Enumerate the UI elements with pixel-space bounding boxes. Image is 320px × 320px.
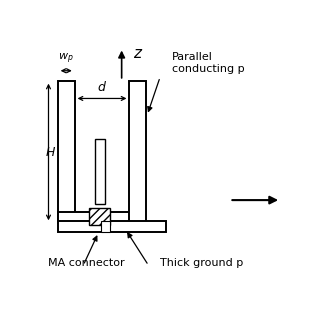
- Bar: [89, 208, 110, 225]
- Text: $H$: $H$: [45, 146, 56, 159]
- Text: Thick ground p: Thick ground p: [160, 258, 244, 268]
- Text: $d$: $d$: [97, 80, 108, 94]
- Text: z: z: [133, 46, 141, 61]
- Bar: [95, 139, 106, 204]
- Bar: [129, 81, 146, 223]
- Text: Parallel
conducting p: Parallel conducting p: [172, 52, 244, 74]
- Bar: [101, 221, 110, 232]
- Bar: [58, 81, 75, 223]
- Text: MA connector: MA connector: [49, 258, 125, 268]
- Text: $w_p$: $w_p$: [58, 52, 74, 66]
- Bar: [58, 221, 165, 232]
- Bar: [58, 212, 139, 223]
